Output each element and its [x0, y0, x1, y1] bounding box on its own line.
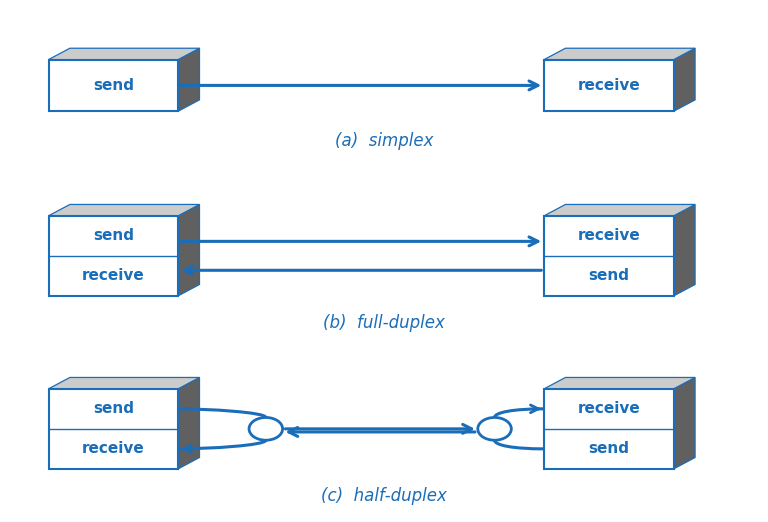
Bar	[544, 389, 674, 469]
Text: receive: receive	[578, 78, 641, 93]
Text: send: send	[93, 401, 134, 417]
Bar	[48, 60, 178, 111]
Polygon shape	[48, 205, 200, 216]
Polygon shape	[544, 377, 695, 389]
Text: receive: receive	[82, 268, 144, 283]
Text: receive: receive	[82, 442, 144, 456]
Text: (a)  simplex: (a) simplex	[335, 132, 433, 150]
Polygon shape	[544, 205, 695, 216]
Bar	[48, 389, 178, 469]
Text: (c)  half-duplex: (c) half-duplex	[321, 487, 447, 505]
Text: send: send	[93, 78, 134, 93]
Text: receive: receive	[578, 228, 641, 243]
Polygon shape	[178, 377, 200, 469]
Bar	[544, 60, 674, 111]
Polygon shape	[674, 48, 695, 111]
Text: (b)  full-duplex: (b) full-duplex	[323, 314, 445, 332]
Text: receive: receive	[578, 401, 641, 417]
Bar	[48, 216, 178, 296]
Polygon shape	[48, 48, 200, 60]
Circle shape	[249, 418, 283, 440]
Polygon shape	[178, 48, 200, 111]
Polygon shape	[544, 48, 695, 60]
Polygon shape	[674, 205, 695, 296]
Text: send: send	[588, 442, 630, 456]
Polygon shape	[48, 377, 200, 389]
Circle shape	[478, 418, 511, 440]
Polygon shape	[674, 377, 695, 469]
Polygon shape	[178, 205, 200, 296]
Bar	[544, 216, 674, 296]
Text: send: send	[588, 268, 630, 283]
Text: send: send	[93, 228, 134, 243]
